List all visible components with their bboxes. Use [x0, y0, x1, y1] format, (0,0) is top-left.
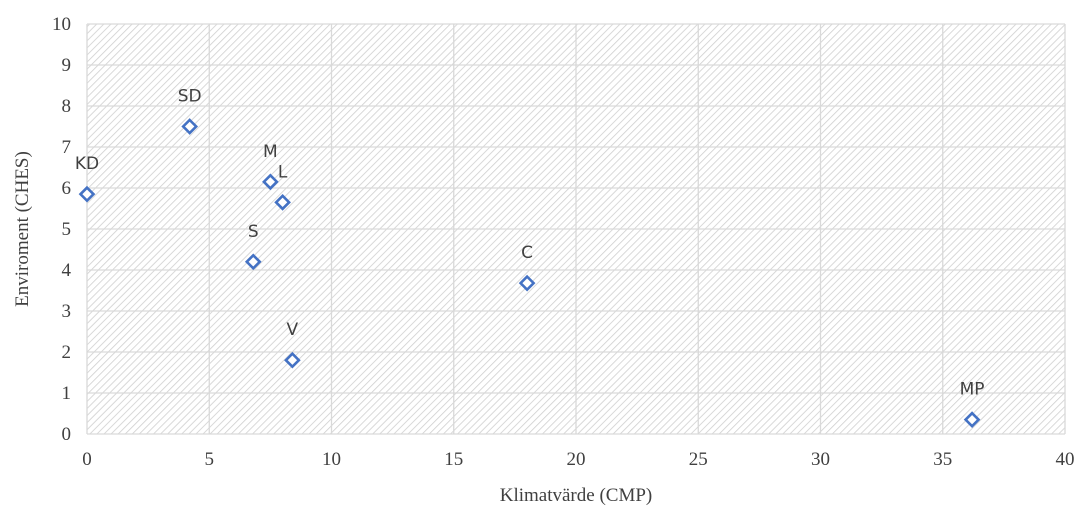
y-tick-label: 10 [52, 14, 71, 35]
y-tick-label: 5 [62, 219, 72, 240]
y-axis-title: Enviroment (CHES) [12, 151, 33, 307]
data-label-v: V [287, 320, 299, 340]
data-point-v [284, 351, 301, 369]
x-tick-label: 10 [322, 449, 341, 470]
data-label-l: L [278, 162, 288, 182]
x-tick-label: 20 [567, 449, 586, 470]
data-label-s: S [248, 222, 259, 242]
x-tick-label: 40 [1056, 449, 1075, 470]
data-label-m: M [263, 142, 278, 162]
y-tick-label: 9 [62, 55, 72, 76]
data-label-kd: KD [75, 154, 99, 174]
y-tick-label: 1 [62, 383, 72, 404]
y-tick-label: 2 [62, 342, 72, 363]
data-point-sd [181, 118, 199, 135]
y-tick-label: 4 [62, 260, 72, 281]
y-tick-label: 8 [62, 96, 72, 117]
y-tick-label: 0 [62, 424, 72, 445]
data-point-kd [78, 185, 96, 203]
y-tick-label: 7 [62, 137, 72, 158]
data-label-sd: SD [178, 87, 202, 107]
data-point-m [262, 173, 279, 191]
x-tick-label: 35 [933, 449, 952, 470]
data-point-s [244, 253, 262, 271]
y-tick-label: 6 [62, 178, 72, 199]
tick-labels: 0 1 2 3 4 5 6 7 8 9 10 0 5 10 15 20 25 30 35 40 [52, 14, 1075, 470]
gridlines [86, 23, 1066, 435]
data-point-mp [963, 411, 981, 428]
x-tick-label: 5 [205, 449, 215, 470]
data-points: KD SD ML S V C MP [75, 87, 985, 428]
x-tick-label: 25 [689, 449, 708, 470]
x-tick-label: 15 [444, 449, 463, 470]
data-label-mp: MP [960, 380, 985, 400]
x-tick-label: 0 [82, 449, 92, 470]
data-point-c [518, 274, 536, 292]
x-tick-label: 30 [811, 449, 830, 470]
data-point-l [274, 194, 291, 211]
x-axis-title: Klimatvärde (CMP) [500, 485, 653, 506]
data-label-c: C [521, 243, 533, 263]
y-tick-label: 3 [62, 301, 72, 322]
